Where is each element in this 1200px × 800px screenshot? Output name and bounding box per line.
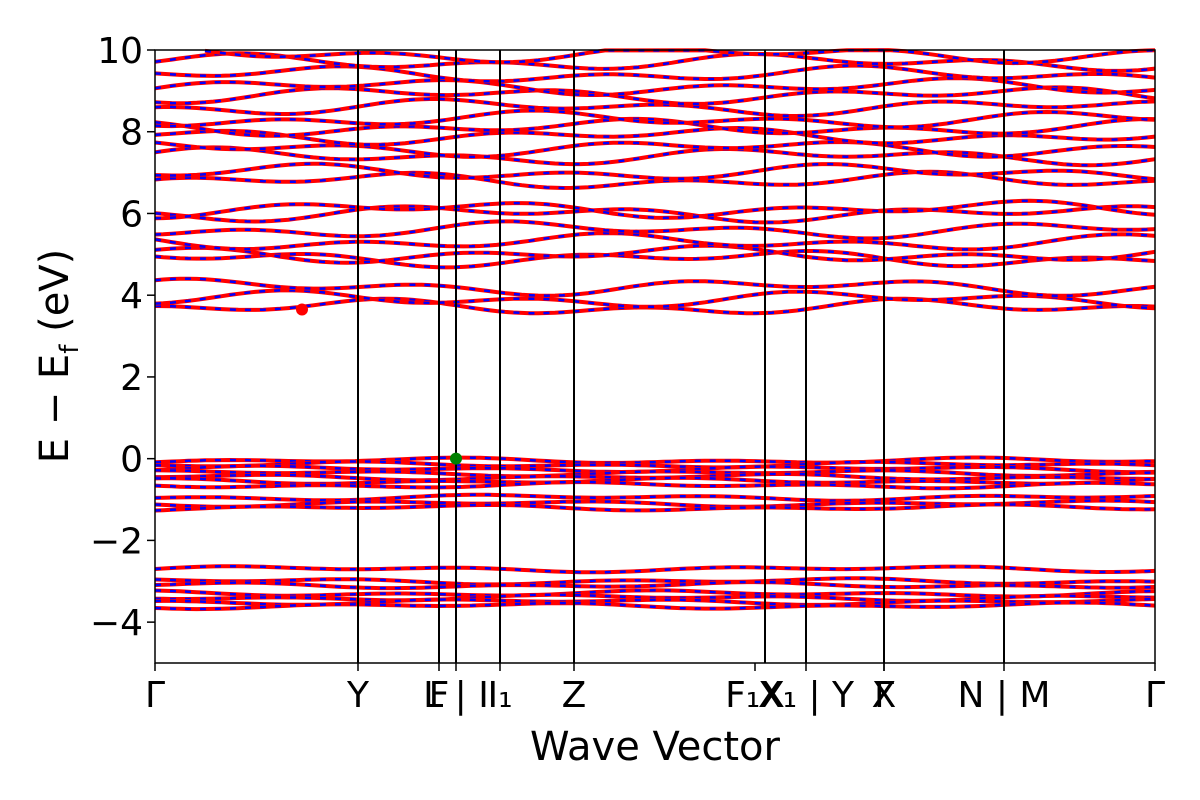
band-line-blue	[154, 52, 1156, 73]
vbm-marker	[450, 452, 462, 465]
x-tick-label: Γ	[145, 675, 165, 716]
band-line-blue	[154, 593, 1156, 603]
band-line-blue	[154, 480, 1156, 490]
band-line-blue	[154, 297, 1156, 315]
band-line-blue	[154, 117, 1156, 138]
band-line-blue	[204, 48, 1156, 65]
band-line-blue	[154, 140, 1156, 159]
y-tick-label: 0	[120, 440, 143, 481]
y-tick-label: 8	[120, 113, 143, 154]
x-tick-label: L | I	[423, 675, 489, 716]
band-line-blue	[154, 204, 1156, 224]
markers-layer	[296, 303, 462, 465]
band-line-blue	[154, 493, 1156, 503]
y-tick-label: −4	[90, 603, 143, 644]
band-line-blue	[154, 244, 1156, 264]
x-tick-label: Γ	[1145, 675, 1165, 716]
band-line-blue	[154, 469, 1156, 478]
band-line-blue	[154, 199, 1156, 220]
band-line-blue	[154, 170, 1156, 190]
band-line-blue	[154, 564, 1156, 574]
x-tick-label: Z	[562, 675, 587, 716]
kpoint-lines	[357, 50, 1005, 663]
x-tick-label: Γ	[874, 675, 894, 716]
band-line-blue	[154, 499, 1156, 509]
band-line-blue	[154, 231, 1156, 251]
x-tick-label: F₁X	[725, 675, 785, 716]
y-tick-label: 10	[97, 31, 143, 72]
band-line-blue	[154, 249, 1156, 269]
plot-frame	[154, 49, 1156, 664]
cbm-marker	[296, 303, 308, 316]
y-tick-label: 6	[120, 194, 143, 235]
band-line-blue	[154, 503, 1156, 512]
y-tick-label: −2	[90, 521, 143, 562]
x-tick-label: X₁ | Y	[758, 675, 855, 716]
band-line-blue	[154, 460, 1156, 469]
band-line-blue	[154, 76, 1156, 97]
y-axis-title: E − Ef (eV)	[32, 249, 85, 464]
x-tick-label: Y	[346, 675, 370, 716]
x-tick-label: I₁	[487, 675, 512, 716]
x-axis-title: Wave Vector	[530, 724, 781, 770]
band-line-blue	[154, 64, 1156, 83]
y-tick-label: 4	[120, 276, 143, 317]
x-tick-label: F	[429, 675, 450, 716]
y-tick-label: 2	[120, 358, 143, 399]
band-line-blue	[154, 289, 1156, 310]
band-line-blue	[154, 220, 1156, 240]
x-tick-label: N | M	[957, 675, 1050, 716]
band-line-blue	[154, 589, 1156, 598]
band-line-blue	[154, 126, 1156, 146]
band-line-blue	[154, 109, 1156, 129]
band-line-blue	[154, 601, 1156, 611]
band-line-blue	[154, 580, 1156, 590]
band-line-blue	[154, 146, 1156, 167]
y-axis: −4 −2 0 2 4 6 8 10	[90, 31, 155, 644]
x-tick-label: X	[872, 675, 897, 716]
band-line-blue	[154, 577, 1156, 586]
band-line-blue	[154, 277, 1156, 298]
band-line-blue	[154, 162, 1156, 181]
band-line-blue	[154, 97, 1156, 118]
bands-layer	[154, 48, 1156, 612]
